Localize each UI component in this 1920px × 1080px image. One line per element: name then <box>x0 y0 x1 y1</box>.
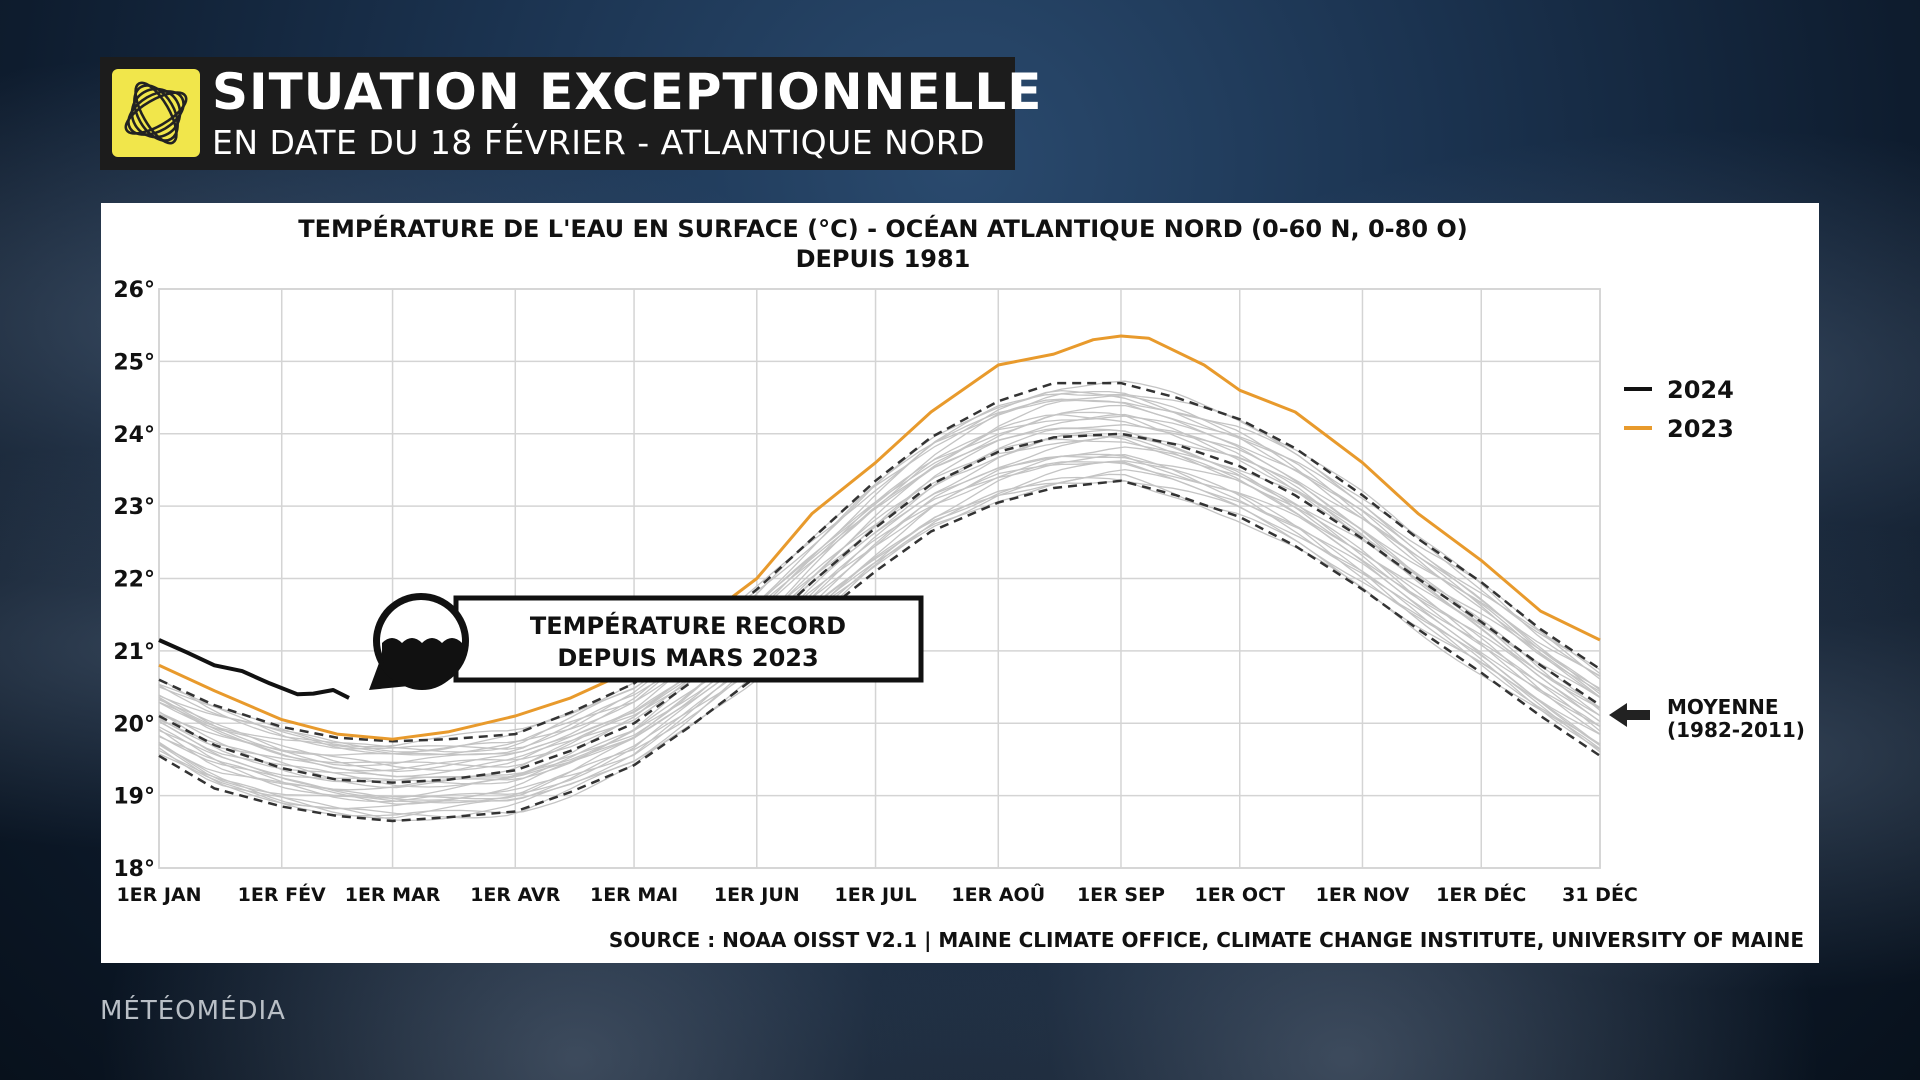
historical-year-line <box>158 455 1601 801</box>
y-tick-label: 19° <box>113 785 155 810</box>
series-lines <box>158 334 1601 741</box>
y-tick-label: 25° <box>113 350 155 375</box>
legend: 2024 2023 <box>1624 376 1734 443</box>
page-subtitle: EN DATE DU 18 FÉVRIER - ATLANTIQUE NORD <box>212 123 986 162</box>
lower-band-line <box>158 479 1601 823</box>
historical-year-line <box>158 394 1601 755</box>
y-tick-label: 21° <box>113 640 155 665</box>
historical-year-line <box>158 390 1601 750</box>
y-tick-label: 26° <box>113 278 155 303</box>
record-annotation: TEMPÉRATURE RECORD DEPUIS MARS 2023 <box>369 593 924 690</box>
x-tick-label: 1ER NOV <box>1316 884 1410 906</box>
historical-year-line <box>158 413 1601 772</box>
legend-label-2024: 2024 <box>1667 376 1734 404</box>
historical-year-line <box>158 438 1601 788</box>
legend-label-2023: 2023 <box>1667 415 1734 443</box>
chart-svg: TEMPÉRATURE DE L'EAU EN SURFACE (°C) - O… <box>113 214 1805 952</box>
x-tick-label: 1ER JAN <box>116 884 201 906</box>
historical-year-line <box>158 393 1601 753</box>
historical-year-line <box>158 453 1601 800</box>
y-tick-label: 24° <box>113 423 155 448</box>
x-tick-label: 1ER DÉC <box>1436 883 1526 906</box>
mean-annotation: MOYENNE (1982-2011) <box>1609 695 1805 742</box>
x-tick-label: 1ER OCT <box>1194 884 1285 906</box>
historical-year-line <box>158 398 1601 756</box>
historical-year-line <box>158 429 1601 783</box>
chart-subtitle: DEPUIS 1981 <box>796 245 971 273</box>
x-tick-label: 1ER SEP <box>1077 884 1165 906</box>
historical-year-line <box>158 414 1601 772</box>
hurricane-logo-icon <box>112 69 200 157</box>
y-tick-label: 20° <box>113 712 155 737</box>
x-tick-label: 31 DÉC <box>1562 883 1638 906</box>
historical-year-line <box>158 460 1601 805</box>
historical-year-line <box>158 389 1601 753</box>
mean-period: (1982-2011) <box>1667 718 1805 742</box>
annotation-line-1: TEMPÉRATURE RECORD <box>530 611 846 640</box>
historical-year-line <box>158 380 1601 748</box>
y-tick-label: 18° <box>113 857 155 882</box>
x-tick-label: 1ER FÉV <box>238 883 326 906</box>
y-tick-label: 23° <box>113 495 155 520</box>
brand-logo: MÉTÉOMÉDIA <box>100 996 286 1026</box>
chart-source: SOURCE : NOAA OISST V2.1 | MAINE CLIMATE… <box>609 928 1804 952</box>
x-tick-labels: 1ER JAN 1ER FÉV 1ER MAR 1ER AVR 1ER MAI 1ER J… <box>116 882 1637 906</box>
chart-panel: TEMPÉRATURE DE L'EAU EN SURFACE (°C) - O… <box>101 203 1819 963</box>
y-tick-label: 22° <box>113 568 155 593</box>
series-line-2024 <box>158 638 350 700</box>
page-title: SITUATION EXCEPTIONNELLE <box>212 63 1043 121</box>
upper-band-line <box>158 381 1601 743</box>
y-tick-labels: 18° 19° 20° 21° 22° 23° 24° 25° 26° <box>113 278 155 882</box>
annotation-line-2: DEPUIS MARS 2023 <box>557 644 818 672</box>
ocean-wave-icon <box>369 593 469 690</box>
series-line-2023 <box>158 334 1601 741</box>
x-tick-label: 1ER MAI <box>590 884 678 906</box>
historical-year-line <box>158 461 1601 810</box>
x-tick-label: 1ER JUN <box>714 884 800 906</box>
x-tick-label: 1ER MAR <box>345 884 441 906</box>
historical-year-line <box>158 480 1601 822</box>
historical-year-line <box>158 454 1601 803</box>
chart-title: TEMPÉRATURE DE L'EAU EN SURFACE (°C) - O… <box>298 214 1468 243</box>
arrow-left-icon <box>1609 703 1650 727</box>
x-tick-label: 1ER AVR <box>470 884 561 906</box>
x-tick-label: 1ER JUL <box>835 884 917 906</box>
x-tick-label: 1ER AOÛ <box>951 882 1045 906</box>
mean-label: MOYENNE <box>1667 695 1778 719</box>
historical-lines <box>158 380 1601 823</box>
mean-line <box>158 432 1601 784</box>
title-banner: SITUATION EXCEPTIONNELLE EN DATE DU 18 F… <box>100 57 1041 170</box>
